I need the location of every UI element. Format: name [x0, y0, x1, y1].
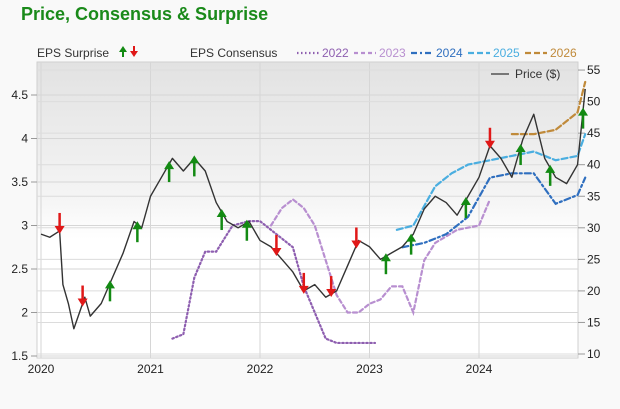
y-right-tick-label: 35 [587, 189, 601, 203]
y-left-tick-label: 4.5 [11, 88, 28, 102]
surprise-down-arrow-icon [298, 272, 309, 294]
surprise-down-arrow-icon [351, 227, 362, 249]
x-tick-label: 2020 [28, 362, 55, 376]
legend-year-2025: 2025 [493, 46, 520, 60]
y-right-tick-label: 50 [587, 95, 601, 109]
legend-year-2022: 2022 [322, 46, 349, 60]
surprise-down-arrow-icon [77, 285, 88, 307]
plot-area [36, 61, 579, 359]
surprise-up-arrow-icon [380, 253, 391, 275]
x-tick-label: 2021 [137, 362, 164, 376]
y-right-tick-label: 20 [587, 284, 601, 298]
y-right-tick-label: 25 [587, 252, 601, 266]
y-left-tick-label: 3.5 [11, 175, 28, 189]
surprise-up-arrow-icon [104, 280, 115, 302]
consensus-line-2025 [395, 133, 587, 231]
y-right-tick-label: 15 [587, 315, 601, 329]
y-right-tick-label: 10 [587, 347, 601, 361]
legend-eps-consensus-label: EPS Consensus [190, 46, 277, 60]
surprise-up-arrow-icon [241, 219, 252, 241]
legend-up-arrow-icon [119, 46, 127, 57]
consensus-lines [171, 80, 587, 345]
gridlines [37, 62, 578, 358]
axis-ticks: 2020 2021 2022 2023 2024 1.5 2 2.5 3 3.5 4 4.5 10 15 2… [11, 63, 600, 376]
surprise-down-arrow-icon [326, 276, 337, 298]
legend-year-2026: 2026 [550, 46, 577, 60]
surprise-up-arrow-icon [460, 197, 471, 219]
surprise-up-arrow-icon [132, 221, 143, 243]
consensus-line-2023 [269, 197, 492, 317]
y-right-tick-label: 45 [587, 126, 601, 140]
legend-year-2024: 2024 [436, 46, 463, 60]
x-tick-label: 2024 [466, 362, 493, 376]
surprise-up-arrow-icon [578, 107, 589, 129]
surprise-up-arrow-icon [189, 155, 200, 177]
consensus-line-2024 [401, 172, 587, 249]
y-left-tick-label: 2 [21, 306, 28, 320]
y-right-tick-label: 30 [587, 221, 601, 235]
surprise-up-arrow-icon [515, 144, 526, 166]
y-left-tick-label: 2.5 [11, 262, 28, 276]
surprise-down-arrow-icon [54, 212, 65, 234]
surprise-up-arrow-icon [216, 209, 227, 231]
y-right-tick-label: 55 [587, 63, 601, 77]
y-left-tick-label: 4 [21, 132, 28, 146]
legend: EPS Surprise EPS Consensus 2022 2023 2024 202… [37, 46, 577, 81]
surprise-up-arrow-icon [406, 233, 417, 255]
chart-title: Price, Consensus & Surprise [21, 4, 269, 24]
y-left-tick-label: 1.5 [11, 349, 28, 363]
surprise-up-arrow-icon [164, 161, 175, 183]
legend-year-2023: 2023 [379, 46, 406, 60]
surprise-arrows [54, 107, 589, 307]
legend-down-arrow-icon [130, 46, 138, 57]
x-tick-label: 2023 [356, 362, 383, 376]
surprise-down-arrow-icon [484, 127, 495, 149]
surprise-up-arrow-icon [545, 164, 556, 186]
y-left-tick-label: 3 [21, 219, 28, 233]
legend-eps-surprise-label: EPS Surprise [37, 46, 109, 60]
y-right-tick-label: 40 [587, 158, 601, 172]
surprise-down-arrow-icon [271, 235, 282, 257]
consensus-line-2022 [171, 220, 377, 345]
consensus-line-2026 [510, 80, 587, 136]
legend-price-label: Price ($) [515, 67, 560, 81]
x-tick-label: 2022 [247, 362, 274, 376]
